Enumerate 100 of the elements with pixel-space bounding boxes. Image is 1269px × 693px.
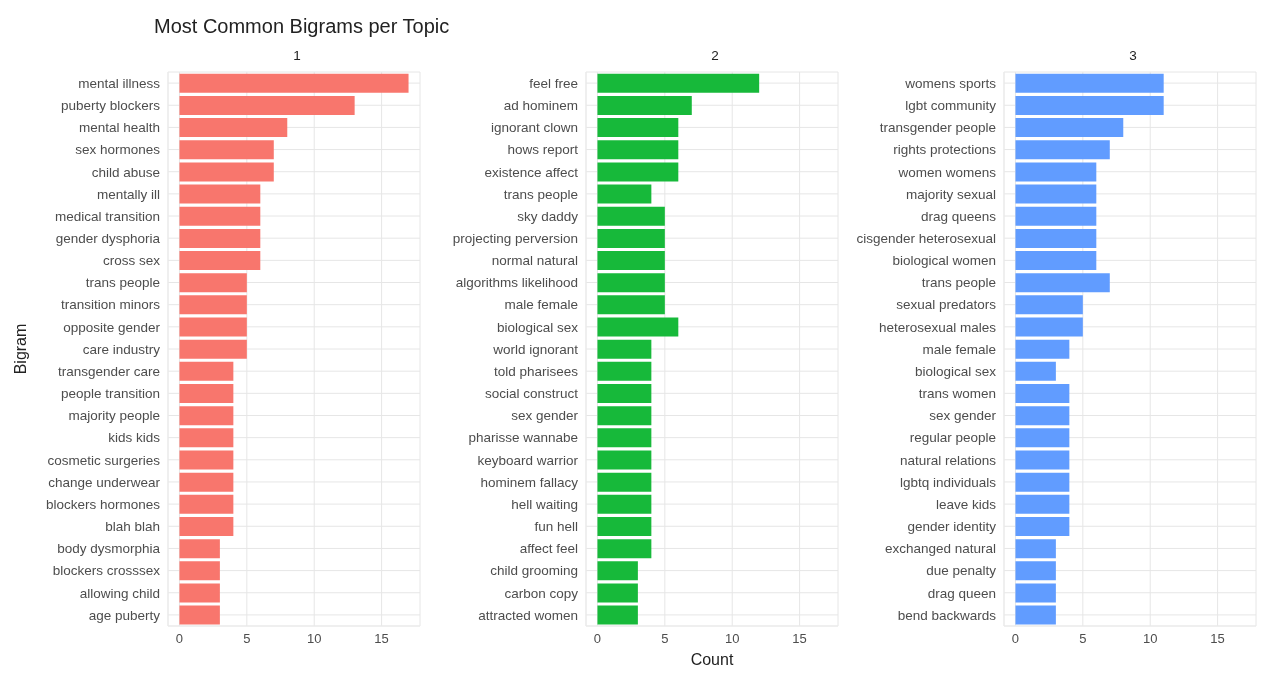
y-tick-label: trans people [503,186,578,202]
bar [1015,428,1070,448]
bar [597,361,652,381]
y-tick-label: bend backwards [897,607,997,623]
y-tick-label: biological sex [914,363,997,379]
x-tick-label: 5 [661,631,669,647]
x-tick-label: 10 [306,631,322,647]
bar [179,184,261,204]
bar [1015,162,1097,182]
y-tick-label: blah blah [105,519,160,535]
chart-subtitle: 2 [710,47,720,65]
bar [597,428,652,448]
y-tick-label: change underwear [48,474,161,490]
bar [1015,516,1070,536]
x-tick-label: 10 [1142,631,1158,647]
chart-subtitle: 3 [1128,47,1138,65]
bar [1015,450,1070,470]
y-tick-label: projecting perversion [452,230,578,246]
bar [597,140,679,160]
y-tick-label: hominem fallacy [480,474,579,490]
bar [1015,384,1070,404]
bar [179,384,234,404]
y-tick-label: blockers hormones [45,496,161,512]
bar [179,339,247,359]
bar [179,539,220,559]
bar [179,361,234,381]
y-tick-label: attracted women [478,607,578,623]
y-tick-label: people transition [60,386,160,402]
y-tick-label: biological women [892,253,996,269]
x-tick-label: 15 [792,631,807,647]
bar [597,472,652,492]
bar [179,140,274,160]
x-axis-title: Count [690,651,734,669]
y-tick-label: mental health [78,120,160,136]
bar [597,605,638,625]
y-tick-label: kids kids [108,430,161,446]
y-tick-label: drag queen [927,585,996,601]
y-tick-label: sky daddy [517,208,579,224]
y-tick-label: male female [504,297,578,313]
y-tick-label: social construct [484,386,579,402]
x-tick-label: 0 [175,631,184,647]
y-tick-label: puberty blockers [60,98,161,114]
bar [179,494,234,514]
bar [597,273,665,293]
y-tick-label: women womens [897,164,997,180]
y-tick-label: lgbtq individuals [899,474,997,490]
y-tick-label: body dysmorphia [57,541,161,557]
bar [179,273,247,293]
bar [1015,583,1056,603]
y-tick-label: carbon copy [504,585,579,601]
bar [597,406,652,426]
bar [179,406,234,426]
y-tick-label: child grooming [490,563,578,579]
bar [179,472,234,492]
y-tick-label: affect feel [519,541,578,557]
bar [1015,472,1070,492]
y-tick-label: ad hominem [503,98,578,114]
bar [179,583,220,603]
y-tick-label: heterosexual males [878,319,997,335]
bar [1015,73,1164,93]
y-tick-label: leave kids [935,496,997,512]
y-tick-label: womens sports [904,75,997,91]
bar [597,162,679,182]
y-tick-label: transgender care [57,363,160,379]
bar [597,251,665,271]
y-tick-label: transgender people [879,120,996,136]
bar [1015,140,1110,160]
bar [179,118,288,138]
y-tick-label: drag queens [920,208,997,224]
bar [1015,406,1070,426]
bar [597,583,638,603]
y-tick-label: biological sex [496,319,579,335]
y-tick-label: majority sexual [905,186,996,202]
y-tick-label: sex gender [929,408,997,424]
bar [179,73,409,93]
x-tick-label: 5 [1079,631,1087,647]
x-tick-label: 10 [724,631,740,647]
bar [1015,95,1164,115]
bar [1015,184,1097,204]
bar [597,228,665,248]
y-tick-label: pharisse wannabe [468,430,578,446]
bar [179,450,234,470]
y-tick-label: care industry [82,341,161,357]
x-tick-label: 0 [593,631,602,647]
y-tick-label: lgbt community [905,98,997,114]
bar [597,295,665,315]
y-tick-label: gender identity [907,519,997,535]
bar [597,339,652,359]
bar [597,561,638,581]
bar [179,605,220,625]
y-tick-label: cosmetic surgeries [47,452,161,468]
y-tick-label: world ignorant [492,341,579,357]
y-tick-label: sex gender [511,408,579,424]
bar [179,561,220,581]
y-tick-label: algorithms likelihood [455,275,578,291]
bar [179,295,247,315]
bar [1015,251,1097,271]
y-tick-label: exchanged natural [884,541,996,557]
bar [1015,605,1056,625]
y-tick-label: normal natural [491,253,578,269]
